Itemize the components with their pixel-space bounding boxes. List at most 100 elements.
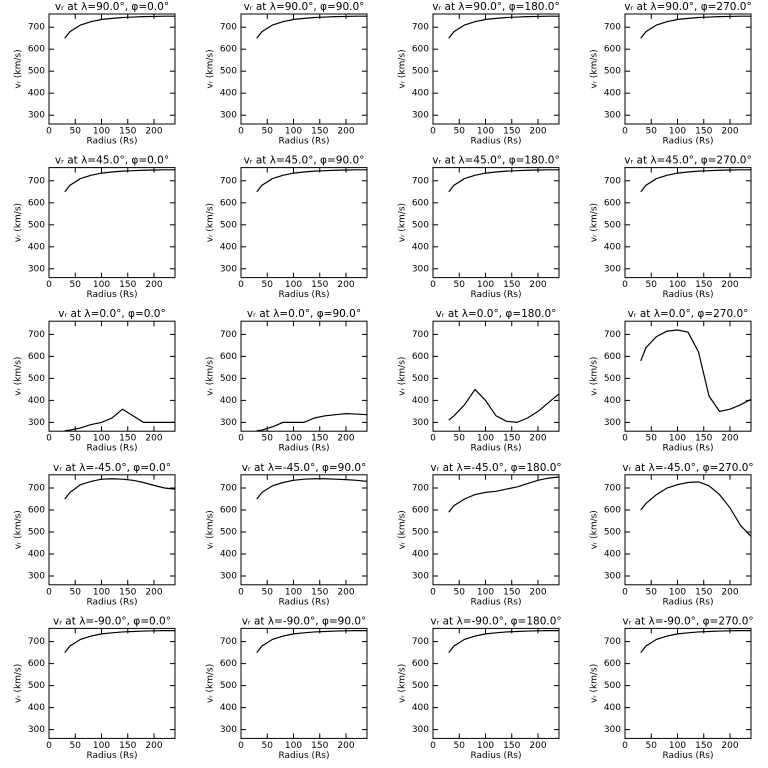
y-axis-label: vᵣ (km/s) xyxy=(398,510,408,549)
y-tick-label: 600 xyxy=(28,198,45,208)
y-tick-label: 500 xyxy=(220,220,237,230)
y-tick-label: 300 xyxy=(28,572,45,582)
x-tick-label: 200 xyxy=(337,280,354,290)
y-tick-label: 500 xyxy=(220,681,237,691)
x-tick-label: 150 xyxy=(311,127,328,137)
y-tick-label: 600 xyxy=(220,506,237,516)
panel-title: vᵣ at λ=45.0°, φ=270.0° xyxy=(624,155,752,167)
x-tick-label: 150 xyxy=(119,741,136,751)
x-tick-label: 200 xyxy=(337,587,354,597)
plot-frame xyxy=(432,627,560,739)
panel: vᵣ at λ=45.0°, φ=0.0° Radius (Rs) vᵣ (km/s… xyxy=(14,155,176,300)
y-tick-label: 500 xyxy=(604,528,621,538)
x-tick-label: 100 xyxy=(669,741,686,751)
x-tick-label: 0 xyxy=(430,587,436,597)
y-tick-label: 500 xyxy=(28,681,45,691)
plot-frame xyxy=(240,13,368,125)
data-line xyxy=(448,388,559,424)
y-tick-label: 300 xyxy=(604,264,621,274)
data-line xyxy=(640,630,751,653)
y-tick-label: 300 xyxy=(412,572,429,582)
y-tick-label: 400 xyxy=(412,89,429,99)
x-tick-label: 0 xyxy=(238,434,244,444)
panel-title: vᵣ at λ=0.0°, φ=270.0° xyxy=(628,308,749,320)
y-axis-label: vᵣ (km/s) xyxy=(590,203,600,242)
y-axis-label: vᵣ (km/s) xyxy=(398,49,408,88)
data-line xyxy=(448,15,559,39)
x-tick-label: 0 xyxy=(622,587,628,597)
data-line xyxy=(640,481,751,537)
y-tick-label: 400 xyxy=(28,550,45,560)
x-tick-label: 0 xyxy=(430,741,436,751)
y-tick-label: 700 xyxy=(28,176,45,186)
x-tick-label: 50 xyxy=(70,280,82,290)
y-tick-label: 700 xyxy=(28,330,45,340)
x-tick-label: 200 xyxy=(529,280,546,290)
y-tick-label: 500 xyxy=(28,67,45,77)
panel: vᵣ at λ=-90.0°, φ=90.0° Radius (Rs) vᵣ (km… xyxy=(206,615,368,761)
y-tick-label: 500 xyxy=(28,374,45,384)
y-tick-label: 500 xyxy=(412,67,429,77)
plot-frame xyxy=(48,320,176,432)
y-tick-label: 400 xyxy=(28,89,45,99)
x-tick-label: 100 xyxy=(93,127,110,137)
x-axis-label: Radius (Rs) xyxy=(86,751,137,761)
y-axis-label: vᵣ (km/s) xyxy=(206,510,216,549)
x-tick-label: 200 xyxy=(337,434,354,444)
x-tick-label: 200 xyxy=(529,127,546,137)
panel-title: vᵣ at λ=-45.0°, φ=270.0° xyxy=(622,462,753,474)
x-tick-label: 200 xyxy=(145,434,162,444)
y-tick-label: 700 xyxy=(220,637,237,647)
y-tick-label: 600 xyxy=(412,45,429,55)
y-tick-label: 400 xyxy=(220,550,237,560)
x-tick-label: 150 xyxy=(503,741,520,751)
y-tick-label: 500 xyxy=(220,528,237,538)
y-tick-label: 500 xyxy=(412,528,429,538)
panel-title: vᵣ at λ=90.0°, φ=180.0° xyxy=(432,1,560,13)
y-tick-label: 700 xyxy=(604,330,621,340)
y-axis-label: vᵣ (km/s) xyxy=(398,664,408,703)
x-tick-label: 200 xyxy=(721,741,738,751)
plot-frame xyxy=(240,167,368,279)
x-axis-label: Radius (Rs) xyxy=(662,597,713,607)
panel: vᵣ at λ=0.0°, φ=180.0° Radius (Rs) vᵣ (km/… xyxy=(398,308,560,454)
panel: vᵣ at λ=90.0°, φ=180.0° Radius (Rs) vᵣ (km… xyxy=(398,1,560,147)
x-tick-label: 200 xyxy=(721,434,738,444)
y-tick-label: 300 xyxy=(412,111,429,121)
y-tick-label: 300 xyxy=(604,418,621,428)
y-tick-label: 400 xyxy=(28,396,45,406)
y-tick-label: 600 xyxy=(220,352,237,362)
x-tick-label: 100 xyxy=(477,587,494,597)
x-tick-label: 50 xyxy=(262,280,274,290)
x-axis-label: Radius (Rs) xyxy=(278,751,329,761)
y-tick-label: 300 xyxy=(220,111,237,121)
data-line xyxy=(64,169,175,193)
y-tick-label: 400 xyxy=(412,703,429,713)
data-line xyxy=(256,478,367,500)
panel-title: vᵣ at λ=90.0°, φ=0.0° xyxy=(55,1,169,13)
x-tick-label: 50 xyxy=(454,741,466,751)
y-tick-label: 300 xyxy=(412,725,429,735)
panel: vᵣ at λ=-45.0°, φ=0.0° Radius (Rs) vᵣ (km/… xyxy=(14,462,176,607)
y-tick-label: 400 xyxy=(412,396,429,406)
y-tick-label: 400 xyxy=(604,703,621,713)
plot-frame xyxy=(624,474,752,586)
panel-title: vᵣ at λ=0.0°, φ=90.0° xyxy=(247,308,361,320)
y-tick-label: 600 xyxy=(220,198,237,208)
y-axis-label: vᵣ (km/s) xyxy=(14,664,24,703)
y-axis-label: vᵣ (km/s) xyxy=(398,203,408,242)
y-tick-label: 600 xyxy=(604,198,621,208)
panel: vᵣ at λ=0.0°, φ=0.0° Radius (Rs) vᵣ (km/s)… xyxy=(14,308,176,454)
data-line xyxy=(640,329,751,413)
y-axis-label: vᵣ (km/s) xyxy=(590,510,600,549)
y-tick-label: 700 xyxy=(28,637,45,647)
x-tick-label: 150 xyxy=(503,434,520,444)
plot-frame xyxy=(240,627,368,739)
y-axis-label: vᵣ (km/s) xyxy=(206,357,216,396)
x-tick-label: 50 xyxy=(70,741,82,751)
panel-title: vᵣ at λ=45.0°, φ=180.0° xyxy=(432,155,560,167)
plot-frame xyxy=(624,627,752,739)
plot-frame xyxy=(432,320,560,432)
panel: vᵣ at λ=0.0°, φ=90.0° Radius (Rs) vᵣ (km/s… xyxy=(206,308,368,454)
y-axis-label: vᵣ (km/s) xyxy=(206,49,216,88)
